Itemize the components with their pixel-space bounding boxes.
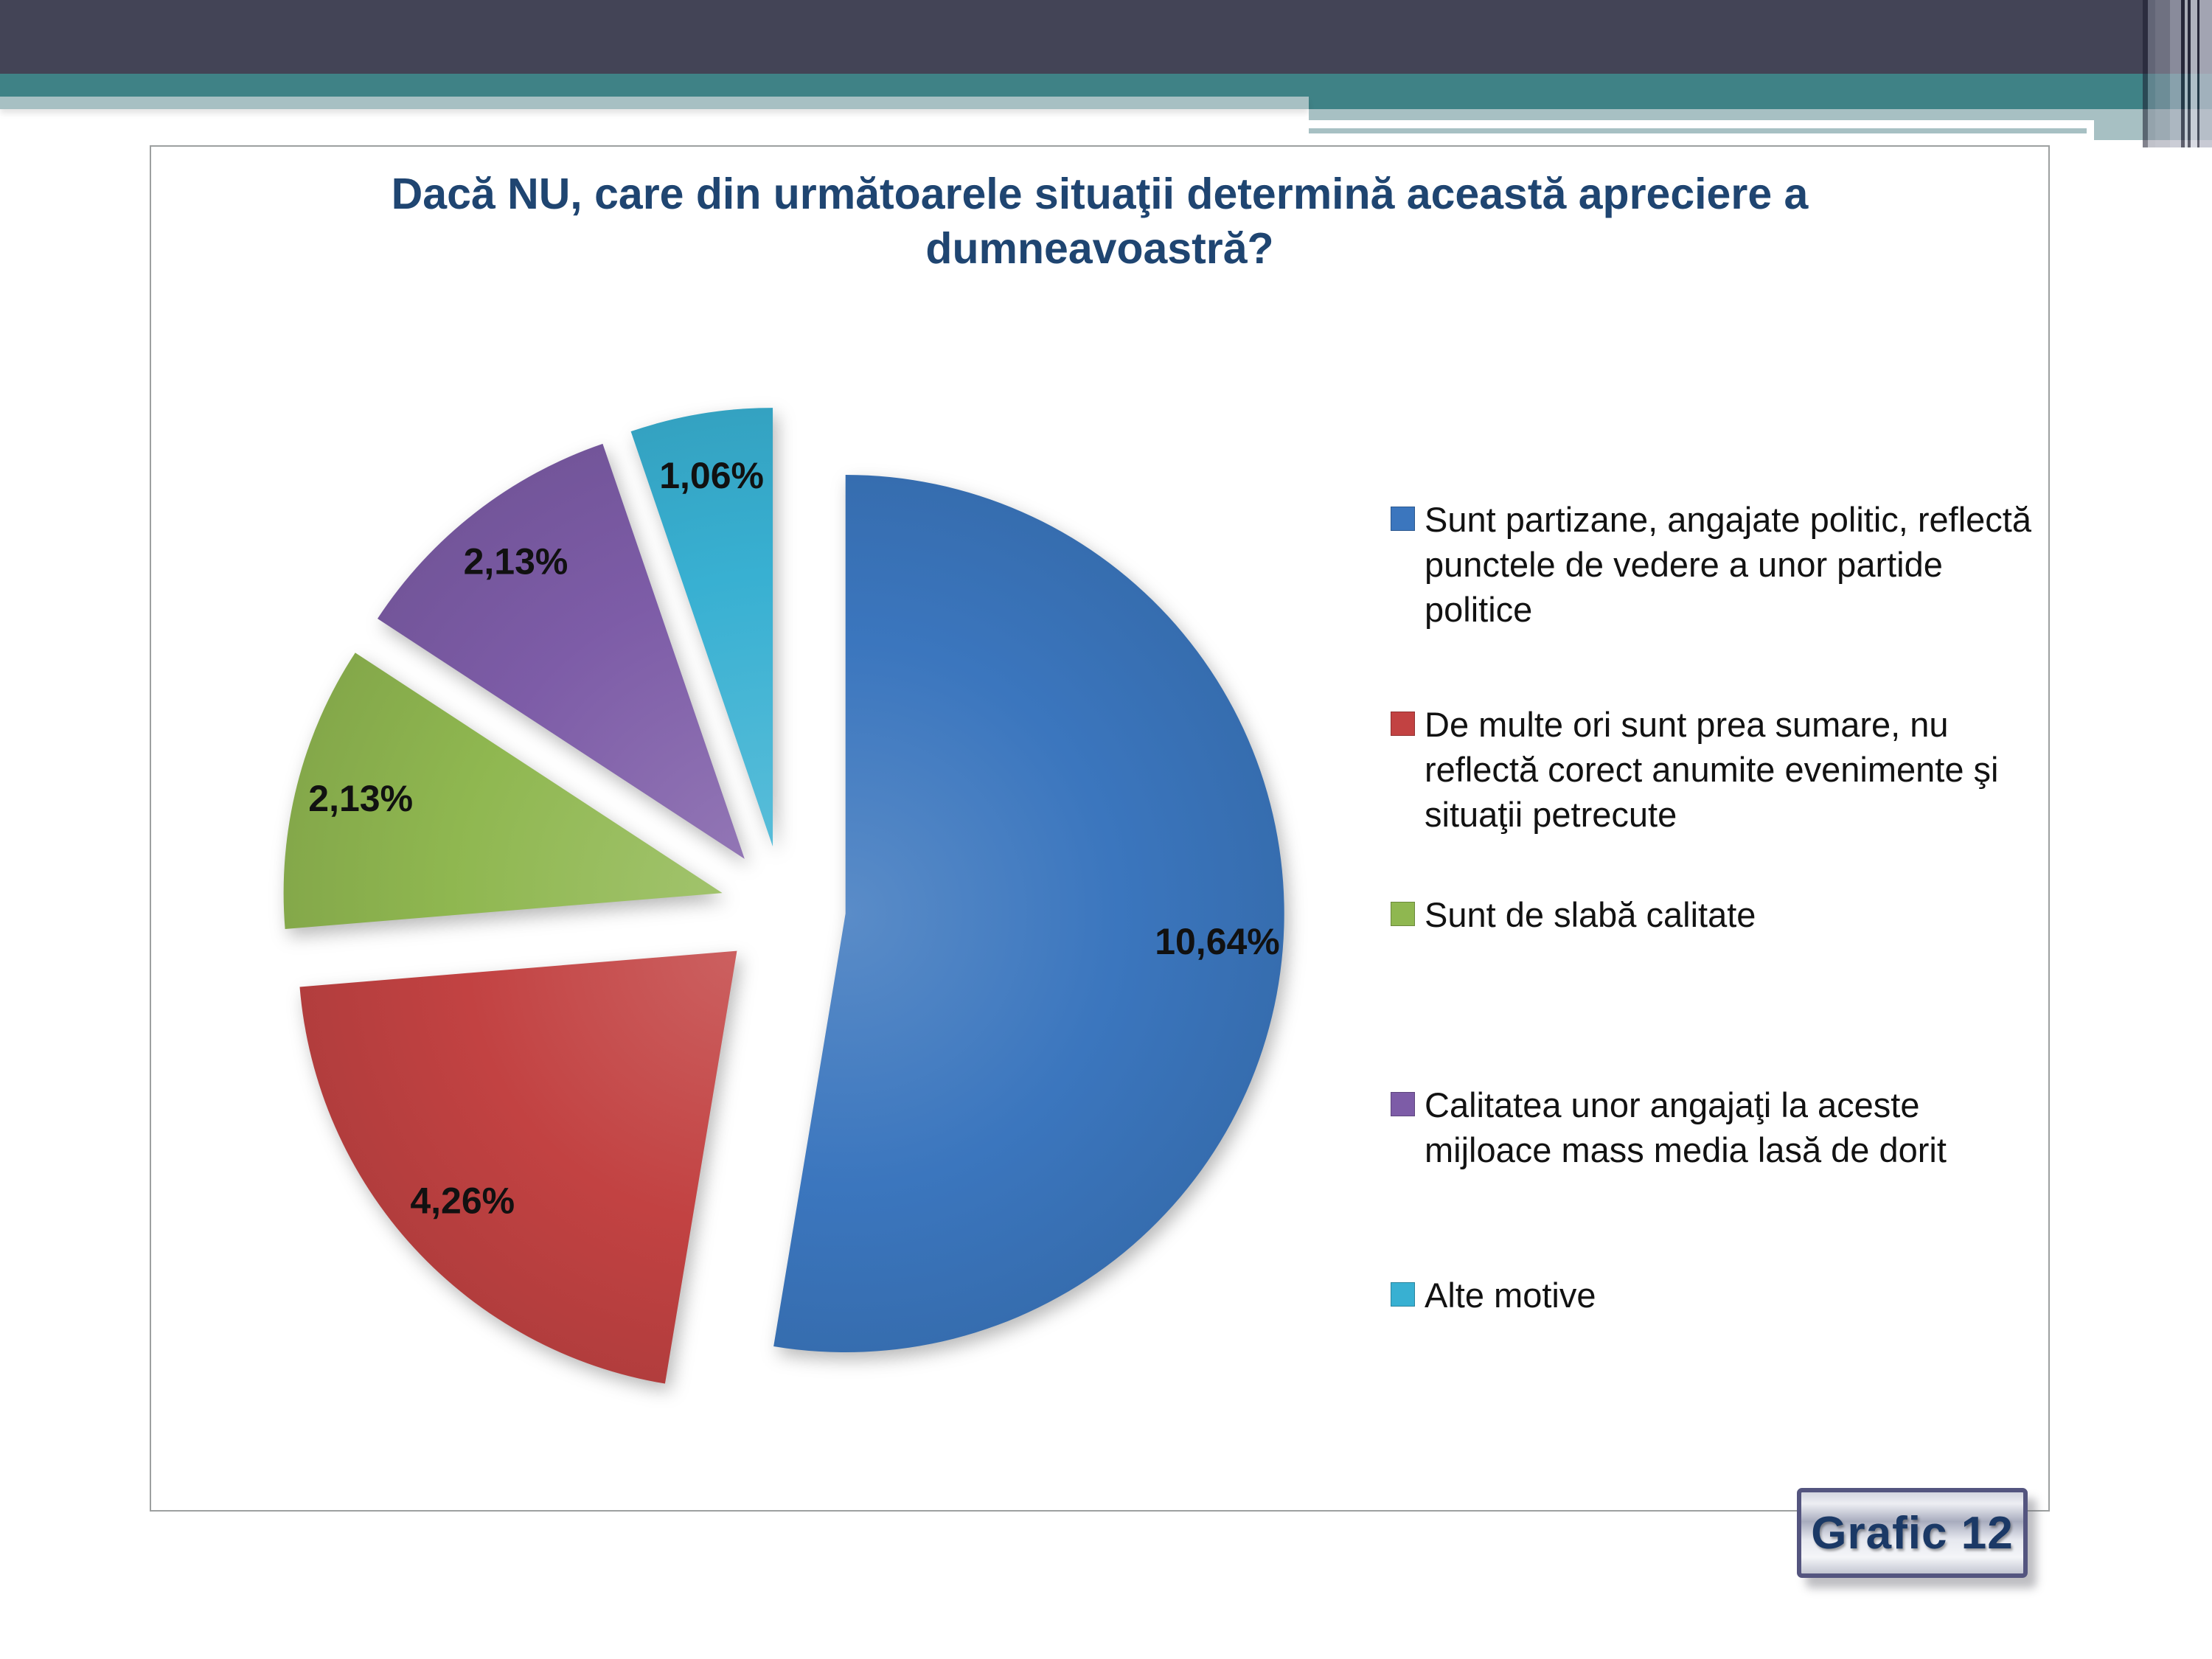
caption-text: Grafic 12	[1811, 1507, 2014, 1559]
header-stripe	[2199, 0, 2212, 147]
header-vertical-stripes	[2143, 0, 2212, 147]
header-stripe	[2155, 0, 2170, 147]
header-stripe	[2197, 0, 2199, 147]
pie-slice-data-label: 2,13%	[308, 778, 413, 819]
header-stripe	[2143, 0, 2148, 147]
legend-item: Alte motive	[1391, 1273, 2051, 1318]
legend-item: Sunt de slabă calitate	[1391, 892, 2051, 937]
pie-slice	[283, 653, 723, 930]
header-strip-light-right	[1309, 109, 2212, 120]
legend-label: Alte motive	[1425, 1276, 1596, 1315]
legend-swatch-icon	[1391, 902, 1415, 926]
pie-slice-data-label: 2,13%	[464, 540, 568, 582]
header-stripe	[2181, 0, 2185, 147]
legend-swatch-icon	[1391, 712, 1415, 736]
pie-slice-data-label: 4,26%	[410, 1180, 515, 1222]
caption-box: Grafic 12	[1797, 1488, 2028, 1578]
pie-slice	[378, 443, 745, 859]
pie-slice-data-label: 1,06%	[659, 455, 764, 496]
legend-item: Calitatea unor angajaţi la aceste mijloa…	[1391, 1082, 2051, 1172]
header-strip-light-left	[0, 97, 1309, 109]
legend-item: De multe ori sunt prea sumare, nu reflec…	[1391, 702, 2051, 837]
chart-title: Dacă NU, care din următoarele situaţii d…	[391, 170, 1809, 273]
legend-item: Sunt partizane, angajate politic, reflec…	[1391, 497, 2051, 632]
legend-label: Sunt de slabă calitate	[1425, 895, 1756, 934]
legend-label: Sunt partizane, angajate politic, reflec…	[1425, 500, 2032, 630]
legend-swatch-icon	[1391, 1282, 1415, 1307]
header-stripe	[2185, 0, 2188, 147]
legend-swatch-icon	[1391, 507, 1415, 531]
pie-chart: 10,64% 4,26% 2,13% 2,13% 1,06%	[283, 408, 1284, 1384]
legend-label: Calitatea unor angajaţi la aceste mijloa…	[1425, 1085, 1947, 1170]
header-stripe	[2170, 0, 2181, 147]
header-stripe	[2191, 0, 2197, 147]
header-stripe	[2188, 0, 2191, 147]
legend-swatch-icon	[1391, 1092, 1415, 1116]
legend-label: De multe ori sunt prea sumare, nu reflec…	[1425, 705, 1999, 835]
pie-slice	[630, 408, 773, 847]
pie-slice-data-label: 10,64%	[1155, 921, 1280, 962]
pie-slice	[773, 474, 1284, 1352]
pie-slice	[299, 950, 737, 1384]
header-strip-light-right2	[1309, 128, 2087, 133]
header-band-dark	[0, 0, 2212, 74]
header-strip-white-gap	[1309, 120, 2065, 128]
header-stripe	[2148, 0, 2155, 147]
chart-panel: Dacă NU, care din următoarele situaţii d…	[150, 145, 2050, 1512]
